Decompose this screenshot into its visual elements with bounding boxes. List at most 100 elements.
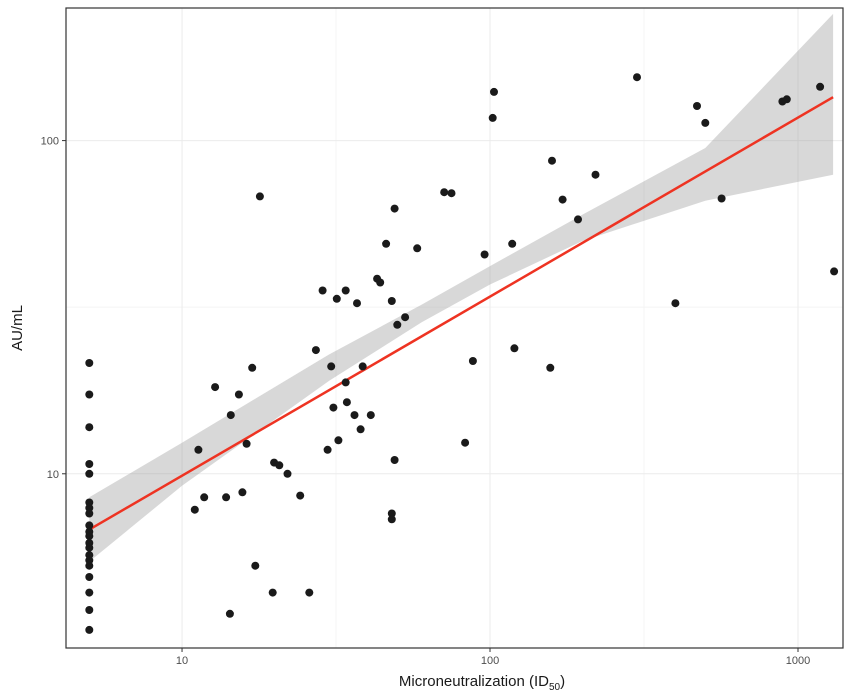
data-point <box>376 278 385 287</box>
x-tick-label: 10 <box>176 655 188 667</box>
panel-border <box>65 7 844 649</box>
data-point <box>194 445 203 454</box>
panel-background <box>66 8 843 648</box>
data-points <box>85 73 839 634</box>
data-point <box>366 411 375 420</box>
data-point <box>461 438 470 447</box>
data-point <box>234 390 243 399</box>
data-point <box>382 239 391 248</box>
y-tick-label: 10 <box>47 469 59 481</box>
data-point <box>85 573 94 581</box>
data-point <box>488 113 497 122</box>
data-point <box>85 359 94 367</box>
data-point <box>296 491 305 500</box>
data-point <box>311 346 320 355</box>
data-point <box>85 390 94 399</box>
data-point <box>242 439 251 448</box>
data-point <box>341 378 350 387</box>
data-point <box>200 493 209 502</box>
data-point <box>283 469 292 478</box>
data-point <box>190 505 199 514</box>
data-point <box>490 87 498 96</box>
data-point <box>440 188 449 197</box>
x-tick-label: 1000 <box>786 655 810 667</box>
data-point <box>558 195 567 204</box>
data-point <box>353 299 361 308</box>
x-axis-title-main: Microneutralization (ID <box>399 673 549 690</box>
data-point <box>85 532 94 541</box>
x-tick-label: 100 <box>481 655 499 667</box>
data-point <box>413 244 422 253</box>
data-point <box>85 606 94 614</box>
confidence-band-layer <box>89 13 834 562</box>
data-point <box>350 411 359 420</box>
data-point <box>782 95 791 104</box>
data-point <box>816 82 825 91</box>
x-axis-ticks: 10 100 1000 <box>176 648 810 667</box>
data-point <box>390 456 399 464</box>
data-point <box>546 363 555 372</box>
data-point <box>85 469 94 478</box>
data-point <box>248 363 257 372</box>
panel-rect <box>66 8 843 648</box>
y-tick-label: 100 <box>41 136 59 148</box>
data-point <box>226 411 235 420</box>
regression-line <box>88 96 834 531</box>
data-point <box>332 294 341 303</box>
data-point <box>671 299 680 308</box>
data-point <box>393 320 402 329</box>
data-point <box>341 286 350 295</box>
data-point <box>447 189 456 198</box>
data-point <box>387 297 396 305</box>
data-point <box>305 588 314 597</box>
confidence-band <box>89 13 834 562</box>
data-point <box>717 194 726 203</box>
data-point <box>85 561 94 570</box>
data-point <box>255 192 264 201</box>
data-point <box>356 425 365 434</box>
data-point <box>830 267 839 276</box>
data-point <box>329 403 338 412</box>
data-point <box>390 204 399 213</box>
y-axis-title: AU/mL <box>9 305 26 351</box>
data-point <box>358 362 367 371</box>
x-axis-title-close: ) <box>560 673 565 690</box>
data-point <box>510 344 519 353</box>
data-point <box>85 460 94 468</box>
data-point <box>318 286 327 295</box>
data-point <box>268 588 277 597</box>
data-point <box>401 313 410 322</box>
data-point <box>323 445 332 454</box>
data-point <box>85 588 94 597</box>
data-point <box>85 521 94 530</box>
data-point <box>480 250 489 259</box>
data-point <box>693 102 701 110</box>
data-point <box>211 383 220 392</box>
x-axis-title: Microneutralization (ID50) <box>399 673 565 693</box>
data-point <box>508 239 517 248</box>
data-point <box>275 461 284 470</box>
data-point <box>85 503 94 512</box>
data-point <box>387 515 396 524</box>
x-axis-title-subscript: 50 <box>549 682 561 693</box>
data-point <box>701 118 710 127</box>
y-axis-ticks: 10 100 <box>41 136 66 481</box>
data-point <box>85 509 94 518</box>
data-point <box>334 436 343 445</box>
data-point <box>85 423 94 432</box>
data-point <box>548 156 556 165</box>
data-point <box>633 73 641 82</box>
data-point <box>251 561 260 570</box>
data-point <box>342 398 351 407</box>
data-point <box>225 609 234 618</box>
data-point <box>85 543 94 552</box>
data-point <box>222 493 231 502</box>
grid <box>66 8 843 648</box>
data-point <box>387 509 396 518</box>
data-point <box>574 215 582 224</box>
data-point <box>468 357 477 365</box>
data-point <box>238 488 247 497</box>
fit-line-layer <box>88 96 834 531</box>
data-point <box>327 362 336 371</box>
